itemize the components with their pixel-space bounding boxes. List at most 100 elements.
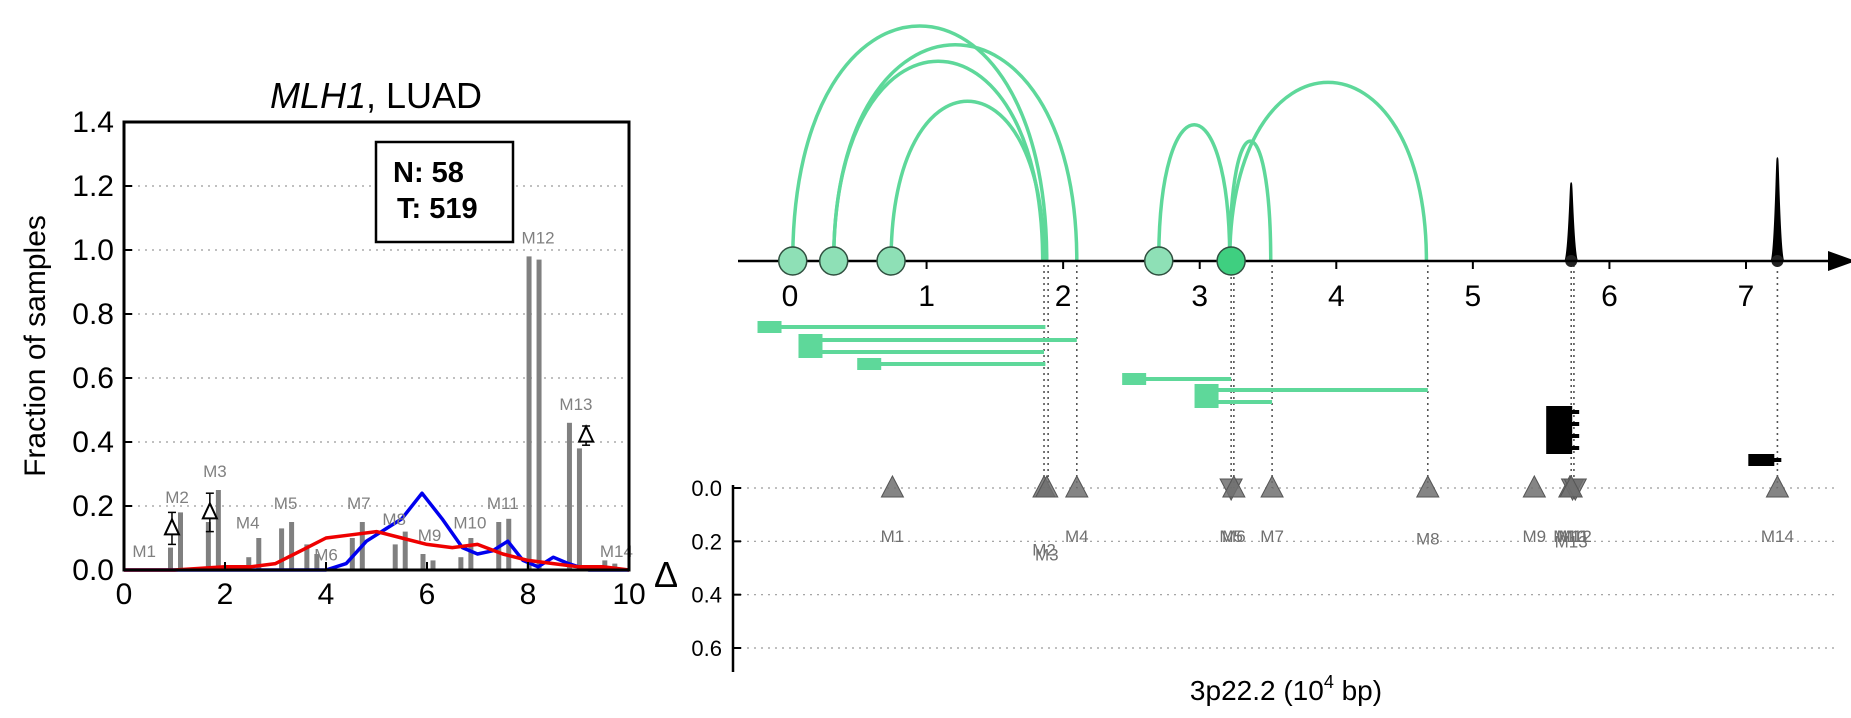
- left-bar: [205, 522, 211, 570]
- left-bar: [178, 512, 183, 570]
- left-bar: [256, 538, 262, 570]
- marker-label-M10: M10: [1553, 527, 1586, 546]
- marker-label-M6: M6: [1222, 527, 1246, 546]
- delta-marker-M7: [1260, 474, 1284, 498]
- left-y-tick-label: 0.2: [72, 490, 114, 523]
- left-bar: [349, 538, 355, 570]
- left-marker-label: M9: [418, 526, 442, 545]
- left-y-ticks: 0.0 0.2 0.4 0.6 0.8 1.0 1.2 1.4: [72, 106, 132, 587]
- left-bar: [289, 522, 295, 570]
- right-y-tick-label: 0.2: [691, 529, 722, 554]
- delta-marker-M13: [1559, 474, 1584, 498]
- left-bar: [314, 554, 320, 570]
- interaction-arc: [790, 24, 1049, 262]
- right-arcs: [790, 24, 1429, 262]
- delta-marker: [577, 424, 595, 446]
- right-peaks: [1564, 157, 1785, 267]
- genome-axis-arrow: [1828, 251, 1851, 271]
- tumor-count: T: 519: [397, 193, 478, 225]
- left-marker-label: M8: [382, 510, 406, 529]
- marker-label-M8: M8: [1416, 530, 1440, 549]
- delta-marker-M6: [1222, 474, 1246, 498]
- signal-peak: [1564, 182, 1578, 262]
- genome-x-tick-label: 6: [1601, 280, 1618, 313]
- left-bar: [526, 256, 532, 570]
- left-y-tick-label: 1.4: [72, 106, 114, 139]
- left-deltas: [163, 424, 595, 546]
- left-x-tick-label: 10: [612, 578, 645, 611]
- anchor-node: [818, 246, 849, 276]
- left-marker-label: M1: [132, 542, 156, 561]
- black-segment-block: [1546, 442, 1573, 454]
- left-marker-label: M13: [559, 395, 592, 414]
- anchor-node: [1216, 246, 1246, 276]
- left-title: MLH1, LUAD: [270, 75, 482, 116]
- right-guide-lines: [1043, 265, 1779, 488]
- left-x-tick-label: 2: [217, 578, 234, 611]
- right-black-blocks: [1546, 406, 1782, 466]
- left-y-tick-label: 0.8: [72, 298, 114, 331]
- left-x-tick-label: 0: [116, 578, 133, 611]
- delta-marker-M9: [1522, 474, 1547, 498]
- left-marker-label: M7: [347, 494, 371, 513]
- delta-marker-M4: [1064, 474, 1089, 498]
- genome-x-tick-label: 0: [782, 280, 799, 313]
- delta-marker: [163, 511, 181, 546]
- marker-label-M9: M9: [1523, 527, 1547, 546]
- left-bar: [392, 544, 398, 570]
- marker-label-M13: M13: [1555, 532, 1588, 551]
- genome-x-tick-label: 4: [1328, 280, 1345, 313]
- left-marker-label: M2: [165, 488, 189, 507]
- normal-count: N: 58: [393, 157, 464, 189]
- left-y-axis-label: Fraction of samples: [19, 215, 52, 477]
- anchor-node: [876, 246, 906, 276]
- delta-marker: [201, 492, 219, 533]
- marker-label-M4: M4: [1065, 527, 1089, 546]
- left-marker-label: M6: [314, 545, 338, 564]
- genome-x-tick-label: 2: [1055, 280, 1072, 313]
- left-plot-frame: [122, 120, 631, 572]
- genome-x-tick-label: 7: [1738, 280, 1755, 313]
- left-y-tick-label: 1.0: [72, 234, 114, 267]
- left-x-tick-label: 6: [419, 578, 436, 611]
- delta-marker-M1: [880, 474, 905, 498]
- black-segment-block: [1546, 406, 1573, 418]
- marker-label-M3: M3: [1035, 546, 1059, 565]
- left-y-tick-label: 1.2: [72, 170, 114, 203]
- left-marker-label: M14: [600, 542, 633, 561]
- right-x-axis-label: 3p22.2 (104 bp): [1190, 672, 1382, 706]
- right-gridlines: [733, 487, 1836, 649]
- interaction-arc: [1228, 80, 1429, 262]
- interaction-arc: [889, 99, 1046, 262]
- delta-marker-M8: [1415, 474, 1440, 498]
- delta-axis-label: Δ: [654, 554, 678, 595]
- left-bar: [430, 560, 436, 570]
- left-marker-label: M3: [203, 462, 227, 481]
- delta-triangle: [577, 424, 595, 443]
- anchor-node: [777, 246, 808, 276]
- interaction-arc: [1156, 123, 1232, 262]
- left-marker-label: M4: [236, 513, 260, 532]
- signal-peak: [1770, 157, 1785, 262]
- delta-triangle: [163, 517, 181, 536]
- left-bar: [402, 531, 408, 570]
- genome-x-tick-label: 1: [918, 280, 935, 313]
- delta-triangle: [201, 501, 219, 520]
- left-y-tick-label: 0.4: [72, 426, 114, 459]
- left-y-tick-label: 0.0: [72, 554, 114, 587]
- left-bar: [420, 554, 426, 570]
- left-bar: [566, 422, 572, 570]
- left-bar: [168, 547, 173, 570]
- right-y-tick-label: 0.6: [691, 636, 722, 661]
- left-marker-label: M5: [274, 494, 298, 513]
- left-marker-label: M11: [487, 494, 519, 513]
- left-y-tick-label: 0.6: [72, 362, 114, 395]
- right-y-tick-label: 0.0: [691, 476, 722, 501]
- right-y-tick-label: 0.4: [691, 583, 722, 608]
- marker-label-M1: M1: [881, 527, 905, 546]
- series-line-T: [124, 529, 630, 572]
- left-marker-label: M12: [522, 229, 555, 248]
- left-bar: [279, 528, 285, 570]
